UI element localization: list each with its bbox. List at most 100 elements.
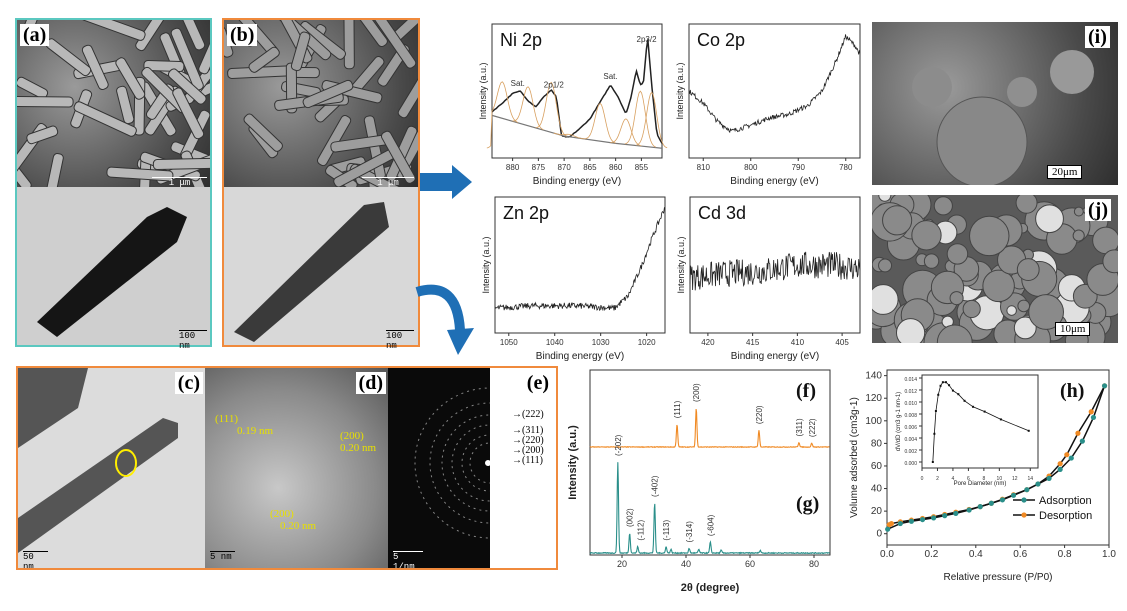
pore-data-point [933,432,936,435]
series-label: (f) [796,380,816,402]
panel-label-c: (c) [174,372,203,394]
peak-index-label: (220) [755,405,764,424]
data-point-desorption [1057,461,1063,467]
data-point-adsorption [908,518,915,524]
data-point-adsorption [988,500,994,506]
tem-image-c: (c) 50 nm [18,368,205,568]
data-point-adsorption [953,510,959,516]
chart-ni2p: 880 875 870 865 860 855 Binding energy (eV) Int… [478,23,668,187]
data-point-adsorption [1090,414,1097,421]
data-point-adsorption [977,504,983,510]
y-tick-label: 140 [865,371,882,382]
x-axis-label: Binding energy (eV) [730,176,818,187]
plot-frame [589,369,831,556]
y-tick-label: 0.014 [904,377,917,383]
x-tick-label: 1040 [546,338,564,347]
x-tick-label: 855 [635,163,649,172]
x-tick-label: 0.0 [880,549,894,560]
spectrum-line [688,34,861,134]
x-axis-label: 2θ (degree) [681,582,740,594]
panel-label-i: (i) [1085,26,1110,48]
sem-image-j [872,195,1118,343]
x-tick-label: 410 [791,338,805,347]
x-tick-label: 12 [1012,476,1018,482]
pore-data-point [931,461,934,463]
fit-peak [535,81,567,137]
plane-label: (200) [340,430,364,442]
data-point-adsorption [1024,487,1030,493]
x-tick-label: 2 [936,476,939,482]
x-tick-label: 1030 [592,338,610,347]
fit-peak [610,118,642,147]
x-tick-label: 860 [609,163,623,172]
y-tick-label: 0.008 [904,413,917,419]
data-point-adsorption [1046,475,1052,481]
y-axis-label: Intensity (a.u.) [478,62,488,119]
fit-peak [636,91,668,149]
panel-label-a: (a) [20,24,50,46]
x-tick-label: 880 [506,163,520,172]
data-point-adsorption [931,515,937,521]
x-tick-label: 865 [583,163,597,172]
x-tick-label: 810 [697,163,711,172]
plane-label: (200) [270,508,294,520]
x-tick-label: 0.8 [1058,549,1072,560]
scale-bar-a-bottom: 100 nm [179,330,207,351]
x-tick-label: 870 [557,163,571,172]
highlight-circle [115,449,137,477]
y-tick-label: 100 [865,416,882,427]
pore-distribution-line [932,381,1029,463]
data-point-adsorption [999,497,1006,503]
chart-zn2p: 1050 1040 1030 1020 Binding energy (eV) Inten… [481,196,666,362]
chart-title: Ni 2p [500,30,542,50]
y-tick-label: 40 [871,484,883,495]
x-tick-label: 1050 [500,338,518,347]
y-tick-label: 0.002 [904,449,917,455]
scale-bar-c: 50 nm [23,551,48,568]
ring-index-panel: (e) →(222) →(311) →(220) →(200) →(111) [490,368,556,568]
peak-index-label: (002) [626,508,635,527]
plot-frame [886,369,1110,546]
y-axis-label: Volume adsorbed (cm3g-1) [849,397,860,518]
x-axis-label: Pore Diameter (nm) [954,481,1007,487]
plot-frame [491,23,663,159]
spectrum-line [494,207,666,312]
x-tick-label: 4 [952,476,955,482]
pore-data-point [957,393,960,396]
y-tick-label: 0.012 [904,389,917,395]
legend-marker [1021,497,1027,503]
pore-data-point [972,405,975,408]
x-tick-label: 0.2 [924,549,938,560]
plot-frame [689,196,861,334]
y-tick-label: 60 [871,461,883,472]
data-point-desorption [1088,409,1094,415]
series-label: (g) [796,493,819,515]
pore-data-point [937,393,940,396]
spacing-label: 0.20 nm [280,520,317,532]
ring-index-label: →(311) [512,425,544,436]
y-axis-label: Intensity (a.u.) [567,425,579,500]
spectrum-line [491,39,663,144]
legend-label: Desorption [1039,510,1092,522]
y-axis-label: dV/dD (cm3 g-1 nm-1) [896,392,902,451]
panel-label-b: (b) [227,24,258,46]
plane-label: (111) [215,413,239,425]
peak-index-label: (-402) [651,475,660,497]
legend-marker [1021,512,1027,518]
rod-shape [37,207,187,337]
tem-image-a [17,187,210,345]
pore-data-point [999,418,1002,421]
pore-data-point [939,384,942,387]
ring-index-label: →(222) [512,409,544,420]
data-point-adsorption [942,513,948,519]
chart-title: Co 2p [697,30,745,50]
y-tick-label: 20 [871,506,883,517]
chart-title: Cd 3d [698,203,746,223]
peak-annotation: 2p3/2 [637,35,658,44]
pore-data-point [963,399,966,402]
peak-index-label: (-113) [662,520,671,541]
chart-title: Zn 2p [503,203,549,223]
scale-bar-b-bottom: 100 nm [386,330,414,351]
chart-bet-inset: 0 2 4 6 8 10 12 14 0.000 0.002 0.004 0.006 0.008 0.01… [896,374,1039,487]
peak-annotation: 2p1/2 [544,80,565,89]
